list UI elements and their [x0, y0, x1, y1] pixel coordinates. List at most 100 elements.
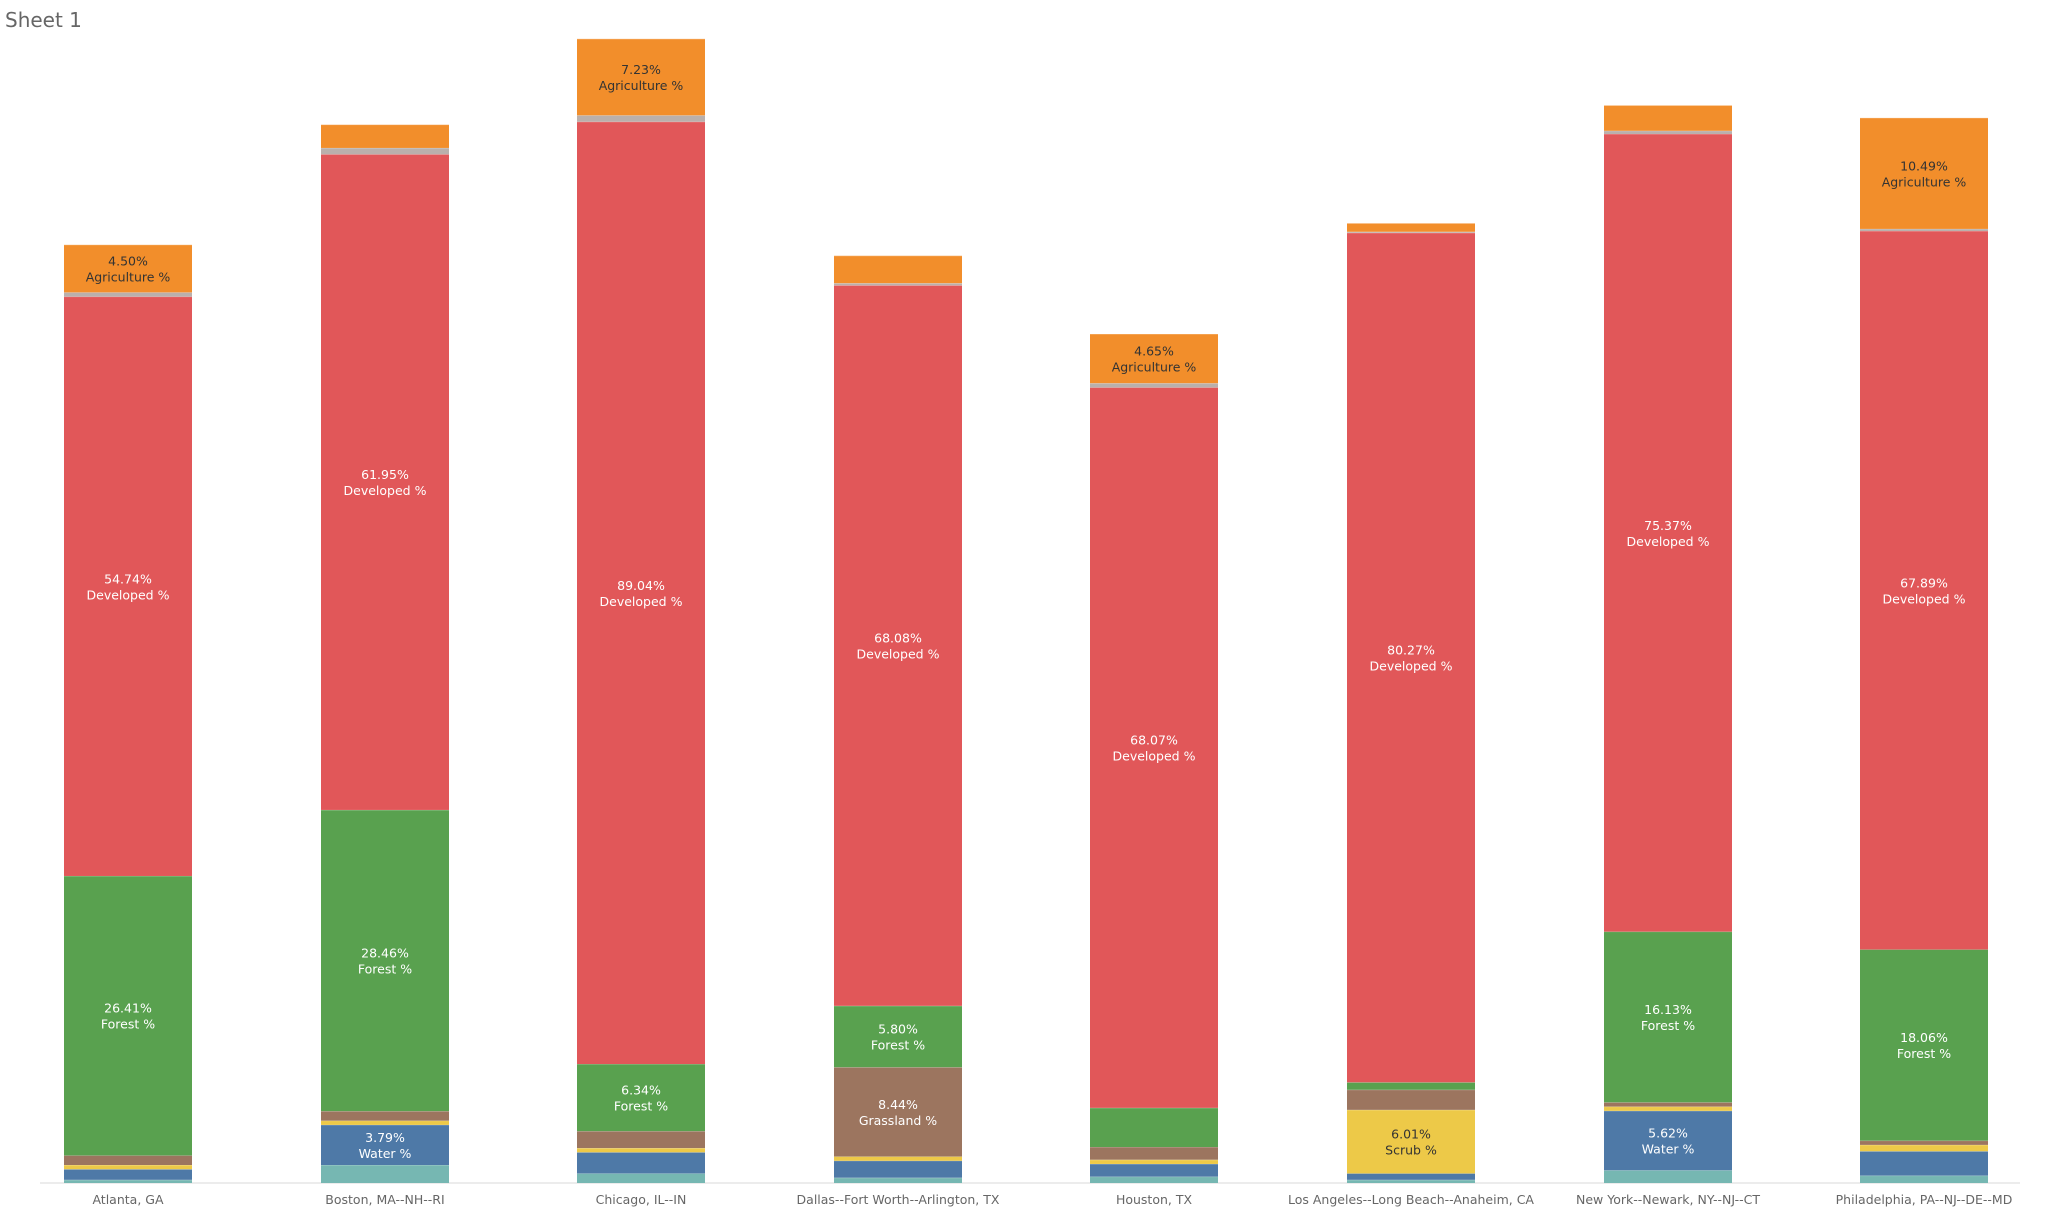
bar-segment-wetland-atlanta-ga[interactable]	[64, 1179, 192, 1183]
bar-segment-developed-boston-ma-nh-ri[interactable]	[321, 154, 449, 810]
bar-segment-scrub-new-york-newark-ny-nj-ct[interactable]	[1604, 1106, 1732, 1111]
bar-segment-agriculture-chicago-il-in[interactable]	[577, 38, 705, 116]
bar-segment-barren-philadelphia-pa-nj-de-md[interactable]	[1860, 228, 1988, 232]
data-label-value: 4.50%	[108, 254, 148, 269]
data-label-value: 16.13%	[1644, 1002, 1692, 1017]
bar-segment-grassland-new-york-newark-ny-nj-ct[interactable]	[1604, 1102, 1732, 1107]
data-label-value: 80.27%	[1387, 643, 1435, 658]
data-label-series: Scrub %	[1385, 1143, 1437, 1158]
bar-segment-wetland-los-angeles-long-beach-anaheim-ca[interactable]	[1347, 1179, 1475, 1183]
data-label-series: Water %	[359, 1146, 412, 1161]
data-label-value: 5.80%	[878, 1022, 918, 1037]
data-label-series: Forest %	[614, 1099, 668, 1114]
data-label-series: Grassland %	[859, 1113, 937, 1128]
bar-segment-scrub-chicago-il-in[interactable]	[577, 1148, 705, 1153]
data-label-value: 89.04%	[617, 578, 665, 593]
data-label-series: Forest %	[1641, 1018, 1695, 1033]
data-label-value: 68.07%	[1130, 733, 1178, 748]
bar-segment-water-philadelphia-pa-nj-de-md[interactable]	[1860, 1151, 1988, 1176]
data-label-series: Developed %	[87, 587, 170, 602]
bar-segment-developed-chicago-il-in[interactable]	[577, 121, 705, 1065]
bar-segment-scrub-los-angeles-long-beach-anaheim-ca[interactable]	[1347, 1109, 1475, 1174]
bar-segment-wetland-houston-tx[interactable]	[1090, 1176, 1218, 1183]
data-label-value: 28.46%	[361, 946, 409, 961]
bar-segment-barren-chicago-il-in[interactable]	[577, 115, 705, 122]
bar-segment-developed-new-york-newark-ny-nj-ct[interactable]	[1604, 133, 1732, 932]
data-label-value: 3.79%	[365, 1130, 405, 1145]
bar-segment-wetland-dallas-fort-worth-arlington-tx[interactable]	[834, 1177, 962, 1183]
data-label-series: Water %	[1642, 1142, 1695, 1157]
bar-segment-water-atlanta-ga[interactable]	[64, 1169, 192, 1180]
bar-segment-barren-atlanta-ga[interactable]	[64, 292, 192, 297]
bar-segment-water-new-york-newark-ny-nj-ct[interactable]	[1604, 1110, 1732, 1171]
data-label-value: 26.41%	[104, 1001, 152, 1016]
x-tick-label: Dallas--Fort Worth--Arlington, TX	[797, 1192, 1000, 1207]
bar-segment-barren-houston-tx[interactable]	[1090, 383, 1218, 388]
bar-segment-developed-atlanta-ga[interactable]	[64, 296, 192, 876]
data-label-series: Developed %	[1883, 591, 1966, 606]
data-label-value: 61.95%	[361, 467, 409, 482]
bar-segment-agriculture-new-york-newark-ny-nj-ct[interactable]	[1604, 105, 1732, 131]
bar-segment-developed-houston-tx[interactable]	[1090, 387, 1218, 1108]
bar-segment-developed-los-angeles-long-beach-anaheim-ca[interactable]	[1347, 232, 1475, 1083]
bar-segment-water-los-angeles-long-beach-anaheim-ca[interactable]	[1347, 1173, 1475, 1180]
bar-segment-forest-atlanta-ga[interactable]	[64, 875, 192, 1156]
x-tick-label: New York--Newark, NY--NJ--CT	[1576, 1192, 1760, 1207]
bar-segment-water-dallas-fort-worth-arlington-tx[interactable]	[834, 1160, 962, 1178]
bar-segment-scrub-dallas-fort-worth-arlington-tx[interactable]	[834, 1156, 962, 1161]
bar-segment-forest-new-york-newark-ny-nj-ct[interactable]	[1604, 931, 1732, 1103]
bar-segment-forest-los-angeles-long-beach-anaheim-ca[interactable]	[1347, 1082, 1475, 1090]
bar-segment-agriculture-dallas-fort-worth-arlington-tx[interactable]	[834, 255, 962, 284]
bar-segment-grassland-dallas-fort-worth-arlington-tx[interactable]	[834, 1067, 962, 1157]
bar-segment-grassland-los-angeles-long-beach-anaheim-ca[interactable]	[1347, 1089, 1475, 1110]
bar-segment-grassland-atlanta-ga[interactable]	[64, 1155, 192, 1166]
data-label-series: Agriculture %	[86, 270, 171, 285]
bar-segment-water-chicago-il-in[interactable]	[577, 1152, 705, 1174]
bar-segment-wetland-new-york-newark-ny-nj-ct[interactable]	[1604, 1170, 1732, 1183]
data-label-series: Forest %	[358, 962, 412, 977]
bar-segment-forest-dallas-fort-worth-arlington-tx[interactable]	[834, 1005, 962, 1068]
bar-segment-agriculture-philadelphia-pa-nj-de-md[interactable]	[1860, 117, 1988, 229]
bar-segment-agriculture-boston-ma-nh-ri[interactable]	[321, 124, 449, 148]
bar-segment-barren-boston-ma-nh-ri[interactable]	[321, 147, 449, 155]
x-tick-label: Philadelphia, PA--NJ--DE--MD	[1836, 1192, 2013, 1207]
bar-segment-agriculture-los-angeles-long-beach-anaheim-ca[interactable]	[1347, 223, 1475, 232]
sheet-title: Sheet 1	[5, 8, 82, 32]
bar-segment-grassland-houston-tx[interactable]	[1090, 1147, 1218, 1160]
data-label-series: Developed %	[1627, 534, 1710, 549]
bar-segment-barren-dallas-fort-worth-arlington-tx[interactable]	[834, 283, 962, 286]
bar-segment-water-houston-tx[interactable]	[1090, 1163, 1218, 1177]
x-tick-label: Houston, TX	[1116, 1192, 1193, 1207]
bar-segment-grassland-chicago-il-in[interactable]	[577, 1131, 705, 1149]
data-label-value: 6.34%	[621, 1083, 661, 1098]
bar-segment-scrub-houston-tx[interactable]	[1090, 1159, 1218, 1164]
bar-segment-grassland-philadelphia-pa-nj-de-md[interactable]	[1860, 1140, 1988, 1145]
bar-segment-forest-chicago-il-in[interactable]	[577, 1064, 705, 1132]
bar-segment-agriculture-houston-tx[interactable]	[1090, 334, 1218, 384]
bar-segment-agriculture-atlanta-ga[interactable]	[64, 244, 192, 293]
data-label-series: Developed %	[600, 594, 683, 609]
bar-segment-scrub-boston-ma-nh-ri[interactable]	[321, 1120, 449, 1125]
bar-segment-wetland-philadelphia-pa-nj-de-md[interactable]	[1860, 1175, 1988, 1183]
bar-segment-scrub-philadelphia-pa-nj-de-md[interactable]	[1860, 1144, 1988, 1152]
data-label-value: 67.89%	[1900, 575, 1948, 590]
x-tick-label: Los Angeles--Long Beach--Anaheim, CA	[1288, 1192, 1534, 1207]
bar-segment-barren-los-angeles-long-beach-anaheim-ca[interactable]	[1347, 231, 1475, 233]
bar-segment-forest-philadelphia-pa-nj-de-md[interactable]	[1860, 949, 1988, 1141]
bar-segment-grassland-boston-ma-nh-ri[interactable]	[321, 1111, 449, 1121]
data-label-series: Agriculture %	[1112, 360, 1197, 375]
data-label-series: Developed %	[1370, 659, 1453, 674]
bar-segment-wetland-chicago-il-in[interactable]	[577, 1173, 705, 1183]
bar-segment-forest-houston-tx[interactable]	[1090, 1107, 1218, 1148]
data-label-value: 75.37%	[1644, 518, 1692, 533]
bar-segment-wetland-boston-ma-nh-ri[interactable]	[321, 1165, 449, 1183]
data-label-series: Forest %	[871, 1038, 925, 1053]
bar-segment-scrub-atlanta-ga[interactable]	[64, 1165, 192, 1170]
data-label-series: Forest %	[1897, 1046, 1951, 1061]
bar-segment-barren-new-york-newark-ny-nj-ct[interactable]	[1604, 130, 1732, 134]
bar-segment-developed-philadelphia-pa-nj-de-md[interactable]	[1860, 231, 1988, 950]
bar-segment-water-boston-ma-nh-ri[interactable]	[321, 1124, 449, 1166]
bar-segment-developed-dallas-fort-worth-arlington-tx[interactable]	[834, 285, 962, 1006]
bar-segment-forest-boston-ma-nh-ri[interactable]	[321, 809, 449, 1112]
x-tick-label: Atlanta, GA	[92, 1192, 163, 1207]
